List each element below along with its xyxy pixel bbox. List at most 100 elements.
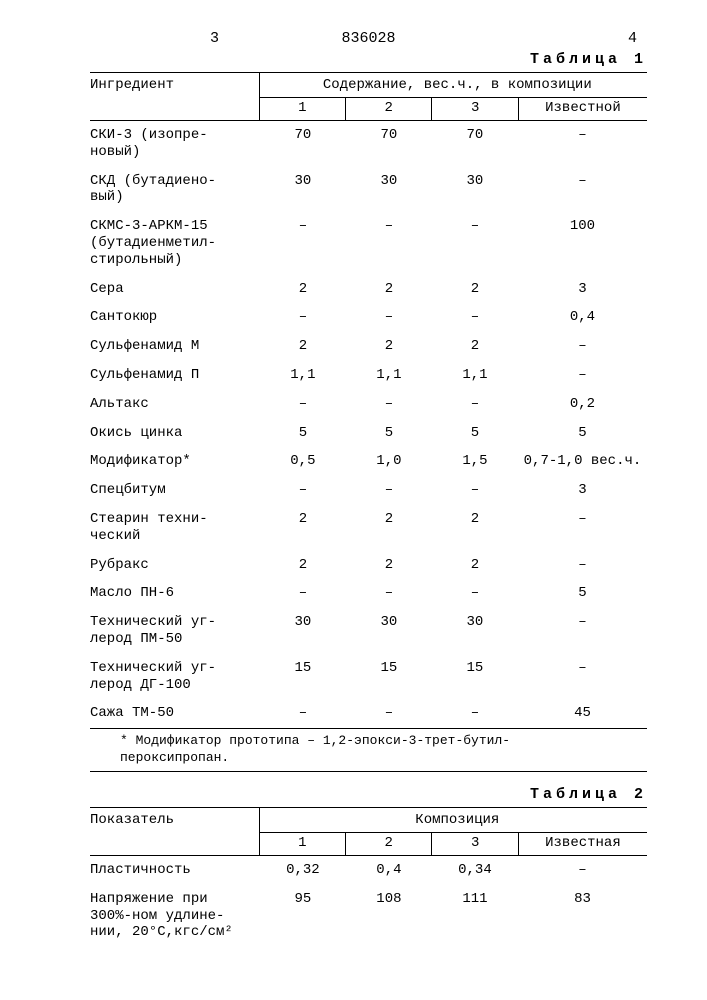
value-cell: 0,34 <box>432 856 518 885</box>
table1: Ингредиент Содержание, вес.ч., в компози… <box>90 73 647 120</box>
value-cell: – <box>518 608 647 654</box>
table2-header-indicator: Показатель <box>90 808 259 855</box>
value-cell: 83 <box>518 885 647 947</box>
table1-row: Стеарин техни- ческий222– <box>90 505 647 551</box>
value-cell: 2 <box>346 505 432 551</box>
table1-footnote: * Модификатор прототипа – 1,2-эпокси-3-т… <box>90 729 647 771</box>
table2-col-2: 2 <box>346 832 432 855</box>
table1-caption: Таблица 1 <box>90 51 647 68</box>
value-cell: – <box>518 551 647 580</box>
value-cell: 1,5 <box>432 447 518 476</box>
page-numbers-row: 3 836028 4 <box>90 30 647 47</box>
table1-row: Технический уг- лерод ДГ-100151515– <box>90 654 647 700</box>
table1-row: Масло ПН-6–––5 <box>90 579 647 608</box>
ingredient-name: СКД (бутадиено- вый) <box>90 167 260 213</box>
table2-row: Напряжение при 300%-ном удлине- нии, 20°… <box>90 885 647 947</box>
page: 3 836028 4 Таблица 1 Ингредиент Содержан… <box>0 0 707 1000</box>
value-cell: 2 <box>346 551 432 580</box>
table2-col-known: Известная <box>518 832 647 855</box>
ingredient-name: Сантокюр <box>90 303 260 332</box>
ingredient-name: Технический уг- лерод ДГ-100 <box>90 654 260 700</box>
page-inner: 3 836028 4 Таблица 1 Ингредиент Содержан… <box>90 30 647 947</box>
value-cell: 15 <box>346 654 432 700</box>
table1-row: Альтакс–––0,2 <box>90 390 647 419</box>
value-cell: 108 <box>346 885 432 947</box>
value-cell: 0,4 <box>346 856 432 885</box>
value-cell: 1,0 <box>346 447 432 476</box>
table1-row: Технический уг- лерод ПМ-50303030– <box>90 608 647 654</box>
value-cell: 30 <box>432 608 518 654</box>
value-cell: – <box>346 303 432 332</box>
table2-body: Пластичность0,320,40,34–Напряжение при 3… <box>90 856 647 947</box>
ingredient-name: Альтакс <box>90 390 260 419</box>
value-cell: 0,4 <box>518 303 647 332</box>
value-cell: 1,1 <box>260 361 346 390</box>
ingredient-name: Сульфенамид М <box>90 332 260 361</box>
ingredient-name: Спецбитум <box>90 476 260 505</box>
value-cell: 3 <box>518 275 647 304</box>
table1-row: Сульфенамид М222– <box>90 332 647 361</box>
value-cell: – <box>518 654 647 700</box>
table2: Показатель Композиция 1 2 3 Известная <box>90 808 647 855</box>
value-cell: – <box>432 476 518 505</box>
table1-row: Спецбитум–––3 <box>90 476 647 505</box>
value-cell: 3 <box>518 476 647 505</box>
value-cell: 5 <box>432 419 518 448</box>
value-cell: 30 <box>432 167 518 213</box>
value-cell: 0,7-1,0 вес.ч. <box>518 447 647 476</box>
ingredient-name: Напряжение при 300%-ном удлине- нии, 20°… <box>90 885 260 947</box>
table1-header-ingredient: Ингредиент <box>90 73 259 120</box>
value-cell: 2 <box>260 275 346 304</box>
value-cell: – <box>432 390 518 419</box>
table1-row: Рубракс222– <box>90 551 647 580</box>
value-cell: – <box>260 699 346 728</box>
table1-row: СКМС-3-АРКМ-15 (бутадиенметил- стирольны… <box>90 212 647 274</box>
value-cell: 0,32 <box>260 856 346 885</box>
value-cell: – <box>518 332 647 361</box>
value-cell: 2 <box>432 275 518 304</box>
value-cell: 2 <box>432 551 518 580</box>
page-num-left: 3 <box>210 30 219 47</box>
ingredient-name: СКИ-3 (изопре- новый) <box>90 121 260 167</box>
value-cell: – <box>260 390 346 419</box>
table1-row: Сажа ТМ-50–––45 <box>90 699 647 728</box>
value-cell: – <box>260 212 346 274</box>
value-cell: 95 <box>260 885 346 947</box>
value-cell: – <box>432 699 518 728</box>
value-cell: 0,2 <box>518 390 647 419</box>
page-num-right: 4 <box>628 30 637 47</box>
ingredient-name: Масло ПН-6 <box>90 579 260 608</box>
value-cell: 30 <box>260 167 346 213</box>
table2-row: Пластичность0,320,40,34– <box>90 856 647 885</box>
value-cell: 0,5 <box>260 447 346 476</box>
value-cell: 2 <box>260 505 346 551</box>
table1-col-known: Известной <box>518 98 647 121</box>
spacer <box>90 772 647 786</box>
value-cell: – <box>518 121 647 167</box>
table1-row: Сера2223 <box>90 275 647 304</box>
ingredient-name: СКМС-3-АРКМ-15 (бутадиенметил- стирольны… <box>90 212 260 274</box>
table1-row: Окись цинка5555 <box>90 419 647 448</box>
value-cell: 2 <box>260 551 346 580</box>
table2-header-composition: Композиция <box>259 808 647 833</box>
table1-header-content: Содержание, вес.ч., в композиции <box>259 73 647 98</box>
value-cell: 2 <box>260 332 346 361</box>
value-cell: – <box>432 303 518 332</box>
value-cell: 5 <box>518 419 647 448</box>
table1-col-2: 2 <box>346 98 432 121</box>
value-cell: 2 <box>346 332 432 361</box>
table1-row: СКД (бутадиено- вый)303030– <box>90 167 647 213</box>
ingredient-name: Модификатор* <box>90 447 260 476</box>
value-cell: 45 <box>518 699 647 728</box>
value-cell: 5 <box>260 419 346 448</box>
document-number: 836028 <box>341 30 395 47</box>
table1-row: Сульфенамид П1,11,11,1– <box>90 361 647 390</box>
table1-row: Сантокюр–––0,4 <box>90 303 647 332</box>
value-cell: – <box>260 303 346 332</box>
table2-caption: Таблица 2 <box>90 786 647 803</box>
value-cell: 5 <box>518 579 647 608</box>
value-cell: 70 <box>432 121 518 167</box>
table2-col-1: 1 <box>259 832 345 855</box>
value-cell: 70 <box>346 121 432 167</box>
table1-row: Модификатор*0,51,01,50,7-1,0 вес.ч. <box>90 447 647 476</box>
